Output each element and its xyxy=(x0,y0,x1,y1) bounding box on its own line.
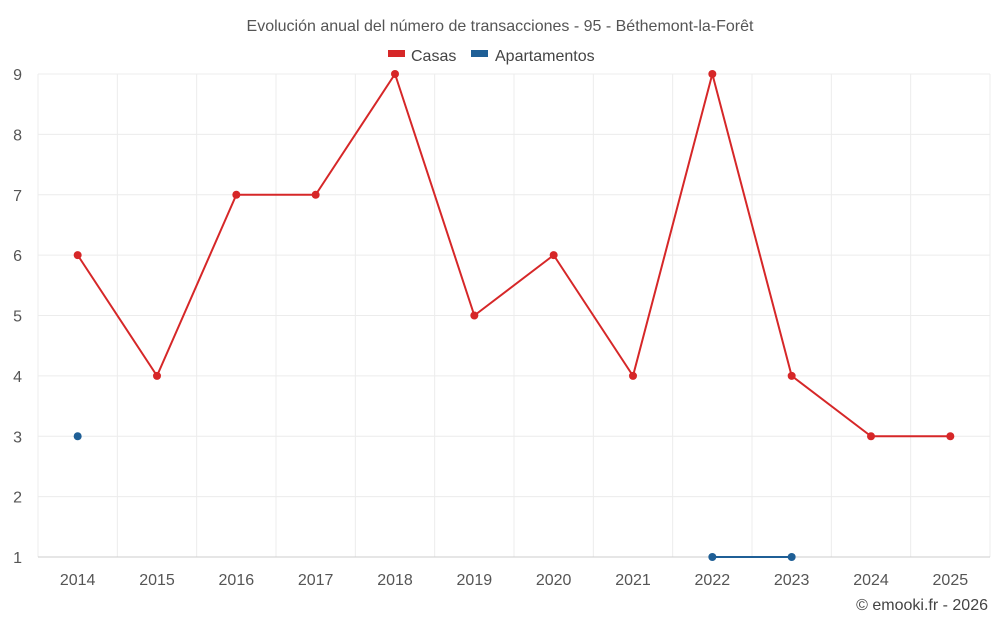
x-tick-label: 2016 xyxy=(219,572,255,589)
y-tick-label: 6 xyxy=(13,248,22,265)
legend-swatch-apartamentos xyxy=(471,50,488,57)
data-point-casas-2016[interactable] xyxy=(232,190,241,199)
data-point-casas-2017[interactable] xyxy=(311,190,320,199)
data-point-casas-2025[interactable] xyxy=(946,432,955,441)
y-axis: 1 2 3 4 5 6 7 8 9 xyxy=(13,67,22,567)
x-tick-label: 2014 xyxy=(60,572,96,589)
x-tick-label: 2018 xyxy=(377,572,413,589)
data-point-casas-2014[interactable] xyxy=(73,251,82,260)
x-tick-label: 2023 xyxy=(774,572,810,589)
x-axis: 2014 2015 2016 2017 2018 2019 2020 2021 2022 2023… xyxy=(38,556,990,589)
y-tick-label: 8 xyxy=(13,127,22,144)
chart-title: Evolución anual del número de transaccio… xyxy=(247,18,754,35)
x-tick-label: 2025 xyxy=(933,572,969,589)
y-tick-label: 3 xyxy=(13,429,22,446)
data-point-apartamentos-2022[interactable] xyxy=(708,553,717,561)
data-point-apartamentos-2023[interactable] xyxy=(787,553,796,561)
gridlines xyxy=(37,73,991,557)
x-tick-label: 2017 xyxy=(298,572,334,589)
y-tick-label: 4 xyxy=(13,369,22,386)
x-tick-label: 2021 xyxy=(615,572,651,589)
legend-label-casas[interactable]: Casas xyxy=(411,48,456,65)
y-tick-label: 7 xyxy=(13,188,22,205)
data-point-casas-2022[interactable] xyxy=(708,70,717,78)
x-tick-label: 2022 xyxy=(695,572,731,589)
chart-legend: Casas Apartamentos xyxy=(388,48,595,65)
y-tick-label: 9 xyxy=(13,67,22,84)
series-group xyxy=(73,70,955,561)
data-point-casas-2023[interactable] xyxy=(787,371,796,380)
data-point-casas-2015[interactable] xyxy=(153,371,161,380)
y-tick-label: 1 xyxy=(13,550,22,567)
x-tick-label: 2024 xyxy=(853,572,889,589)
data-point-casas-2024[interactable] xyxy=(867,432,875,441)
data-point-apartamentos-2014[interactable] xyxy=(73,432,82,441)
credit-text: © emooki.fr - 2026 xyxy=(856,597,988,614)
x-tick-label: 2015 xyxy=(139,572,175,589)
x-tick-label: 2019 xyxy=(457,572,493,589)
data-point-casas-2020[interactable] xyxy=(549,251,558,260)
data-point-casas-2019[interactable] xyxy=(470,311,479,320)
legend-swatch-casas xyxy=(388,50,405,57)
series-apartamentos xyxy=(73,432,796,561)
legend-label-apartamentos[interactable]: Apartamentos xyxy=(495,48,595,65)
y-tick-label: 2 xyxy=(13,490,22,507)
data-point-casas-2021[interactable] xyxy=(629,371,637,380)
series-line-casas xyxy=(76,73,951,438)
data-point-casas-2018[interactable] xyxy=(391,70,399,78)
y-tick-label: 5 xyxy=(13,309,22,326)
x-tick-label: 2020 xyxy=(536,572,572,589)
series-casas xyxy=(73,70,955,441)
